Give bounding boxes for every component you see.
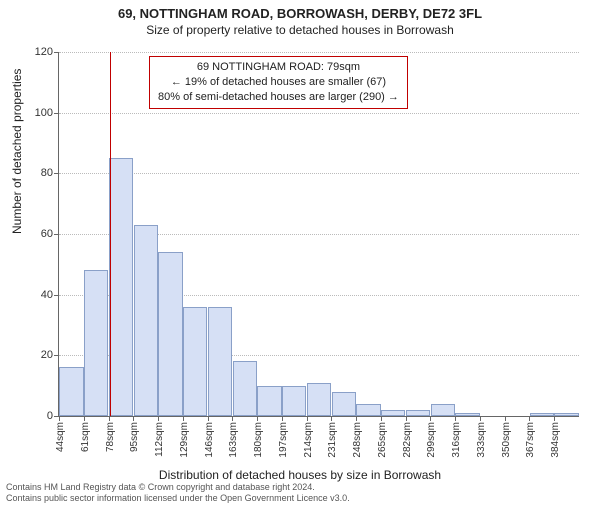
xtick-label: 78sqm bbox=[105, 422, 116, 452]
xtick-label: 112sqm bbox=[154, 422, 165, 457]
x-axis-label: Distribution of detached houses by size … bbox=[0, 468, 600, 482]
histogram-bar bbox=[134, 225, 158, 416]
histogram-bar bbox=[84, 270, 108, 416]
xtick-mark bbox=[455, 416, 456, 421]
histogram-bar bbox=[554, 413, 578, 416]
histogram-bar bbox=[381, 410, 405, 416]
ytick-label: 40 bbox=[41, 289, 53, 301]
ytick-label: 20 bbox=[41, 349, 53, 361]
xtick-mark bbox=[282, 416, 283, 421]
xtick-label: 197sqm bbox=[278, 422, 289, 458]
xtick-label: 61sqm bbox=[80, 422, 91, 452]
histogram-bar bbox=[257, 386, 281, 416]
xtick-label: 95sqm bbox=[129, 422, 140, 452]
ytick-mark bbox=[54, 113, 59, 114]
chart-plot-area: 69 NOTTINGHAM ROAD: 79sqm ← 19% of detac… bbox=[58, 52, 579, 417]
histogram-bar bbox=[455, 413, 479, 416]
marker-info-box: 69 NOTTINGHAM ROAD: 79sqm ← 19% of detac… bbox=[149, 56, 408, 109]
xtick-label: 44sqm bbox=[55, 422, 66, 452]
xtick-label: 333sqm bbox=[476, 422, 487, 458]
xtick-mark bbox=[406, 416, 407, 421]
ytick-label: 80 bbox=[41, 167, 53, 179]
title-sub: Size of property relative to detached ho… bbox=[0, 23, 600, 37]
xtick-label: 146sqm bbox=[204, 422, 215, 458]
xtick-mark bbox=[381, 416, 382, 421]
gridline bbox=[59, 52, 579, 53]
xtick-mark bbox=[505, 416, 506, 421]
footer-credits: Contains HM Land Registry data © Crown c… bbox=[6, 482, 350, 504]
histogram-bar bbox=[406, 410, 430, 416]
ytick-mark bbox=[54, 173, 59, 174]
ytick-label: 0 bbox=[47, 410, 53, 422]
xtick-mark bbox=[208, 416, 209, 421]
histogram-bar bbox=[282, 386, 306, 416]
ytick-label: 100 bbox=[35, 107, 53, 119]
info-box-line3: 80% of semi-detached houses are larger (… bbox=[158, 90, 399, 105]
histogram-bar bbox=[332, 392, 356, 416]
y-axis-label: Number of detached properties bbox=[10, 69, 24, 234]
xtick-mark bbox=[356, 416, 357, 421]
histogram-bar bbox=[530, 413, 554, 416]
xtick-mark bbox=[232, 416, 233, 421]
xtick-mark bbox=[331, 416, 332, 421]
histogram-bar bbox=[59, 367, 83, 416]
info-box-line2: ← 19% of detached houses are smaller (67… bbox=[158, 75, 399, 90]
xtick-label: 299sqm bbox=[426, 422, 437, 458]
xtick-mark bbox=[183, 416, 184, 421]
footer-line2: Contains public sector information licen… bbox=[6, 493, 350, 504]
histogram-bar bbox=[307, 383, 331, 416]
ytick-mark bbox=[54, 52, 59, 53]
property-marker-line bbox=[110, 52, 111, 416]
xtick-label: 129sqm bbox=[179, 422, 190, 458]
xtick-label: 265sqm bbox=[377, 422, 388, 458]
histogram-bar bbox=[356, 404, 380, 416]
xtick-label: 180sqm bbox=[253, 422, 264, 458]
xtick-mark bbox=[430, 416, 431, 421]
histogram-bar bbox=[431, 404, 455, 416]
xtick-mark bbox=[59, 416, 60, 421]
histogram-bar bbox=[158, 252, 182, 416]
gridline bbox=[59, 173, 579, 174]
xtick-label: 367sqm bbox=[525, 422, 536, 458]
ytick-mark bbox=[54, 234, 59, 235]
xtick-mark bbox=[133, 416, 134, 421]
xtick-mark bbox=[307, 416, 308, 421]
histogram-bar bbox=[183, 307, 207, 416]
xtick-mark bbox=[529, 416, 530, 421]
xtick-label: 231sqm bbox=[327, 422, 338, 458]
histogram-bar bbox=[233, 361, 257, 416]
xtick-mark bbox=[84, 416, 85, 421]
histogram-bar bbox=[109, 158, 133, 416]
info-box-line1: 69 NOTTINGHAM ROAD: 79sqm bbox=[158, 60, 399, 75]
footer-line1: Contains HM Land Registry data © Crown c… bbox=[6, 482, 350, 493]
xtick-label: 214sqm bbox=[303, 422, 314, 458]
xtick-mark bbox=[109, 416, 110, 421]
xtick-label: 350sqm bbox=[501, 422, 512, 458]
xtick-mark bbox=[158, 416, 159, 421]
xtick-label: 384sqm bbox=[550, 422, 561, 458]
xtick-label: 316sqm bbox=[451, 422, 462, 458]
ytick-label: 60 bbox=[41, 228, 53, 240]
ytick-mark bbox=[54, 295, 59, 296]
xtick-mark bbox=[554, 416, 555, 421]
xtick-mark bbox=[480, 416, 481, 421]
title-main: 69, NOTTINGHAM ROAD, BORROWASH, DERBY, D… bbox=[0, 6, 600, 21]
xtick-label: 282sqm bbox=[402, 422, 413, 458]
xtick-mark bbox=[257, 416, 258, 421]
xtick-label: 163sqm bbox=[228, 422, 239, 458]
histogram-bar bbox=[208, 307, 232, 416]
ytick-label: 120 bbox=[35, 46, 53, 58]
ytick-mark bbox=[54, 355, 59, 356]
gridline bbox=[59, 113, 579, 114]
xtick-label: 248sqm bbox=[352, 422, 363, 458]
